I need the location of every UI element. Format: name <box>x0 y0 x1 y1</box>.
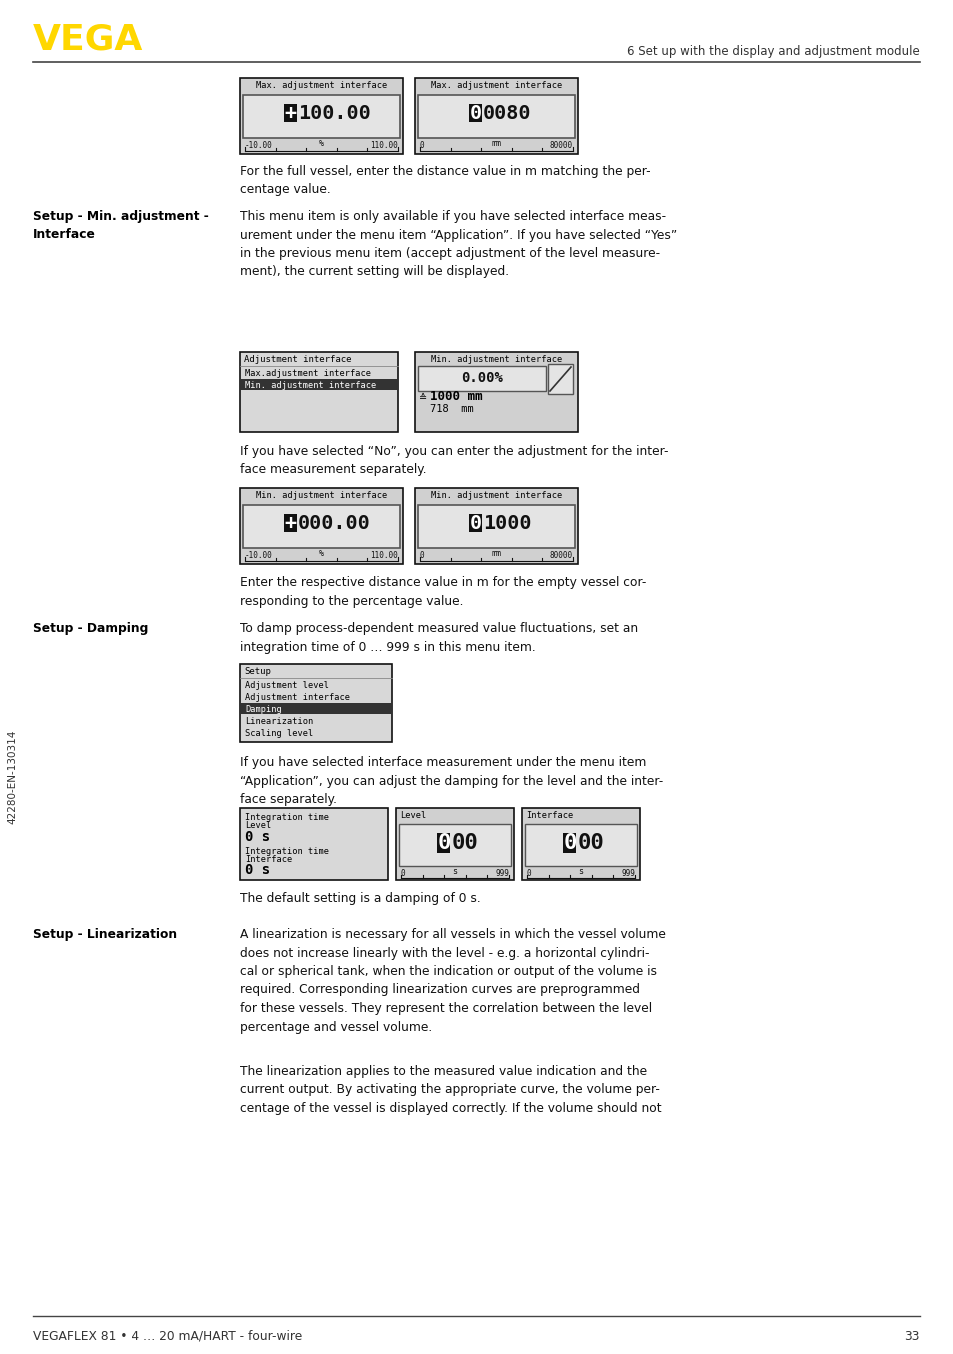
Text: 0.00%: 0.00% <box>460 371 502 386</box>
Text: Adjustment interface: Adjustment interface <box>244 356 351 364</box>
Bar <box>240 487 402 565</box>
Text: 0: 0 <box>419 551 424 559</box>
Bar <box>240 79 402 154</box>
Text: Integration time: Integration time <box>245 846 329 856</box>
Text: Level: Level <box>399 811 426 821</box>
Text: VEGA: VEGA <box>33 22 143 56</box>
Text: 110.00: 110.00 <box>370 551 397 559</box>
Bar <box>521 808 639 880</box>
Text: 110.00: 110.00 <box>370 141 397 149</box>
Bar <box>415 487 578 565</box>
Text: Min. adjustment interface: Min. adjustment interface <box>431 356 561 364</box>
Text: 0: 0 <box>470 103 482 123</box>
Text: ≙: ≙ <box>418 393 427 403</box>
Bar <box>436 833 450 853</box>
Bar <box>283 104 296 122</box>
Bar <box>243 505 399 548</box>
Text: Setup - Linearization: Setup - Linearization <box>33 927 177 941</box>
Text: VEGAFLEX 81 • 4 … 20 mA/HART - four-wire: VEGAFLEX 81 • 4 … 20 mA/HART - four-wire <box>33 1330 302 1343</box>
Text: Max.adjustment interface: Max.adjustment interface <box>245 368 371 378</box>
Text: 718  mm: 718 mm <box>430 403 474 414</box>
Bar <box>241 703 391 714</box>
Text: +: + <box>284 513 296 532</box>
Bar <box>469 515 482 532</box>
Text: 0 s: 0 s <box>245 862 270 877</box>
Bar <box>547 364 573 394</box>
Text: Adjustment level: Adjustment level <box>245 681 329 689</box>
Text: Max. adjustment interface: Max. adjustment interface <box>431 81 561 91</box>
Text: 000.00: 000.00 <box>297 513 370 532</box>
Text: Min. adjustment interface: Min. adjustment interface <box>431 492 561 501</box>
Text: The linearization applies to the measured value indication and the
current outpu: The linearization applies to the measure… <box>240 1066 661 1114</box>
Text: For the full vessel, enter the distance value in m matching the per-
centage val: For the full vessel, enter the distance … <box>240 165 650 196</box>
Text: 1000: 1000 <box>483 513 531 532</box>
Bar <box>395 808 514 880</box>
Text: The default setting is a damping of 0 s.: The default setting is a damping of 0 s. <box>240 892 480 904</box>
Text: To damp process-dependent measured value fluctuations, set an
integration time o: To damp process-dependent measured value… <box>240 621 638 654</box>
Bar <box>243 95 399 138</box>
Text: Level: Level <box>245 822 271 830</box>
Text: 0: 0 <box>419 141 424 149</box>
Text: Min. adjustment interface: Min. adjustment interface <box>255 492 387 501</box>
Bar <box>524 825 637 867</box>
Text: If you have selected “No”, you can enter the adjustment for the inter-
face meas: If you have selected “No”, you can enter… <box>240 445 668 477</box>
Text: 999: 999 <box>495 868 509 877</box>
Bar <box>415 352 578 432</box>
Text: If you have selected interface measurement under the menu item
“Application”, yo: If you have selected interface measureme… <box>240 756 662 806</box>
Text: 00: 00 <box>578 833 604 853</box>
Text: A linearization is necessary for all vessels in which the vessel volume
does not: A linearization is necessary for all ves… <box>240 927 665 1033</box>
Text: 0: 0 <box>436 833 450 853</box>
Text: 80000: 80000 <box>549 141 573 149</box>
Text: Linearization: Linearization <box>245 716 313 726</box>
Bar <box>398 825 511 867</box>
Text: 42280-EN-130314: 42280-EN-130314 <box>7 730 17 825</box>
Text: Setup: Setup <box>244 668 271 677</box>
Text: %: % <box>318 138 324 148</box>
Text: Scaling level: Scaling level <box>245 728 313 738</box>
Text: 0: 0 <box>526 868 531 877</box>
Bar <box>283 515 296 532</box>
Text: mm: mm <box>491 548 501 558</box>
Bar <box>417 505 575 548</box>
Bar <box>415 79 578 154</box>
Text: -10.00: -10.00 <box>245 141 273 149</box>
Text: Enter the respective distance value in m for the empty vessel cor-
responding to: Enter the respective distance value in m… <box>240 575 646 608</box>
Text: Integration time: Integration time <box>245 812 329 822</box>
Bar <box>240 808 388 880</box>
Text: 100.00: 100.00 <box>297 103 370 123</box>
Text: Max. adjustment interface: Max. adjustment interface <box>255 81 387 91</box>
Text: %: % <box>318 548 324 558</box>
Text: Interface: Interface <box>525 811 573 821</box>
Text: +: + <box>284 103 296 123</box>
Text: mm: mm <box>491 138 501 148</box>
Bar <box>240 663 392 742</box>
Text: 6 Set up with the display and adjustment module: 6 Set up with the display and adjustment… <box>626 46 919 58</box>
Text: s: s <box>452 867 457 876</box>
Text: Interface: Interface <box>245 856 292 864</box>
Text: Setup - Damping: Setup - Damping <box>33 621 149 635</box>
Text: s: s <box>578 867 583 876</box>
Bar <box>417 366 545 391</box>
Text: 0: 0 <box>470 513 482 532</box>
Text: 33: 33 <box>903 1330 919 1343</box>
Text: Adjustment interface: Adjustment interface <box>245 692 350 701</box>
Text: 0 s: 0 s <box>245 830 270 844</box>
Bar <box>562 833 576 853</box>
Text: Damping: Damping <box>245 704 281 714</box>
Text: 80000: 80000 <box>549 551 573 559</box>
Text: 1000 mm: 1000 mm <box>430 390 482 402</box>
Bar <box>469 104 482 122</box>
Text: 999: 999 <box>620 868 635 877</box>
Bar <box>241 379 396 390</box>
Text: Setup - Min. adjustment -
Interface: Setup - Min. adjustment - Interface <box>33 210 209 241</box>
Text: 0: 0 <box>400 868 405 877</box>
Text: 0080: 0080 <box>483 103 531 123</box>
Text: This menu item is only available if you have selected interface meas-
urement un: This menu item is only available if you … <box>240 210 677 279</box>
Bar <box>240 352 397 432</box>
Text: 0: 0 <box>562 833 576 853</box>
Text: Min. adjustment interface: Min. adjustment interface <box>245 380 375 390</box>
Text: -10.00: -10.00 <box>245 551 273 559</box>
Text: 00: 00 <box>452 833 478 853</box>
Bar <box>417 95 575 138</box>
